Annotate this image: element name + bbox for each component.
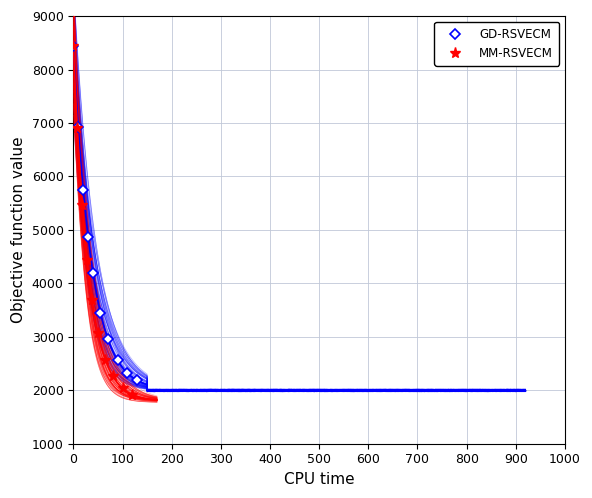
MM-RSVECM — [94, 330, 101, 336]
GD-RSVECM — [70, 42, 77, 48]
MM-RSVECM — [89, 297, 96, 303]
GD-RSVECM — [97, 310, 104, 316]
GD-RSVECM — [80, 187, 87, 193]
Line: GD-RSVECM: GD-RSVECM — [70, 42, 141, 384]
GD-RSVECM — [134, 377, 141, 383]
MM-RSVECM — [83, 257, 91, 263]
MM-RSVECM — [102, 357, 109, 363]
Y-axis label: Objective function value: Objective function value — [11, 136, 26, 323]
GD-RSVECM — [124, 370, 131, 376]
MM-RSVECM — [129, 391, 136, 397]
Line: MM-RSVECM: MM-RSVECM — [68, 40, 138, 400]
Legend: GD-RSVECM, MM-RSVECM: GD-RSVECM, MM-RSVECM — [435, 22, 559, 66]
GD-RSVECM — [104, 336, 111, 342]
MM-RSVECM — [109, 373, 116, 379]
GD-RSVECM — [89, 270, 96, 276]
MM-RSVECM — [74, 125, 81, 131]
GD-RSVECM — [75, 124, 82, 130]
X-axis label: CPU time: CPU time — [284, 472, 355, 487]
GD-RSVECM — [114, 358, 121, 364]
MM-RSVECM — [70, 42, 77, 48]
MM-RSVECM — [119, 385, 126, 391]
GD-RSVECM — [85, 234, 92, 240]
MM-RSVECM — [79, 202, 86, 208]
